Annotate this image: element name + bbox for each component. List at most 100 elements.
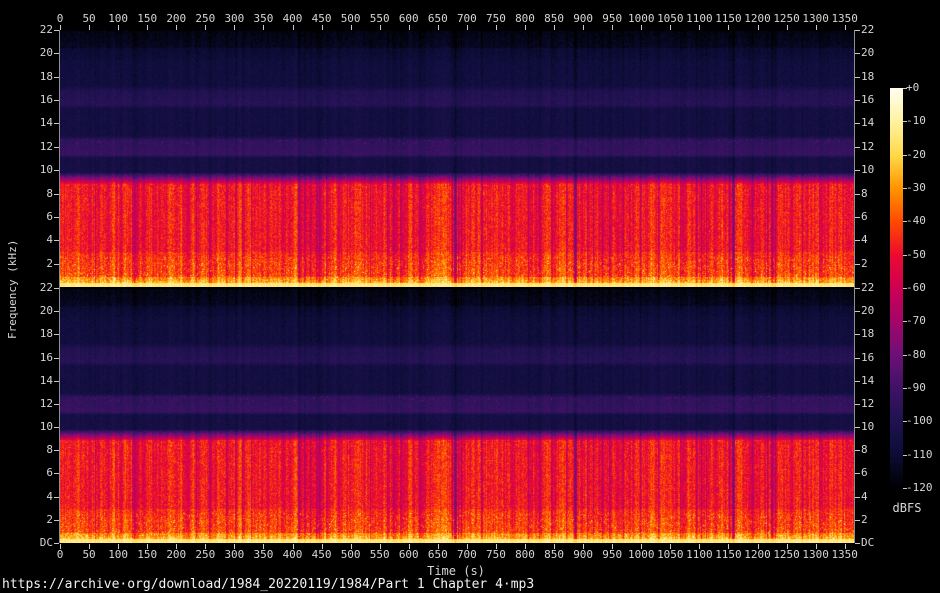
time-axis-tick xyxy=(234,25,236,30)
time-axis-tick xyxy=(437,25,439,30)
freq-tick-label: 6 xyxy=(861,210,868,223)
colorbar-tick xyxy=(903,88,907,89)
colorbar-tick xyxy=(903,255,907,256)
freq-tick-label: 6 xyxy=(861,466,868,479)
time-axis-tick xyxy=(205,25,207,30)
time-axis-tick xyxy=(321,544,323,549)
file-path: https://archive·org/download/1984_202201… xyxy=(2,577,535,592)
time-tick-label: 200 xyxy=(166,12,187,25)
db-tick-label: -20 xyxy=(906,148,926,161)
freq-axis-tick xyxy=(855,358,860,359)
time-tick-label: 550 xyxy=(369,12,390,25)
freq-axis-tick xyxy=(54,334,59,335)
db-tick-label: -60 xyxy=(906,281,926,294)
time-tick-label: 1200 xyxy=(744,548,771,561)
time-tick-label: 1100 xyxy=(686,12,713,25)
time-tick-label: 350 xyxy=(253,548,274,561)
time-tick-label: 500 xyxy=(340,12,361,25)
time-tick-label: 350 xyxy=(253,12,274,25)
freq-axis-tick xyxy=(54,194,59,195)
time-axis-tick xyxy=(292,25,294,30)
time-tick-label: 200 xyxy=(166,548,187,561)
freq-axis-tick xyxy=(54,77,59,78)
colorbar-tick xyxy=(903,355,907,356)
time-tick-label: 1300 xyxy=(802,548,829,561)
freq-axis-tick xyxy=(855,77,860,78)
time-axis-tick xyxy=(495,544,497,549)
time-tick-label: 500 xyxy=(340,548,361,561)
freq-axis-tick xyxy=(54,217,59,218)
db-tick-label: -110 xyxy=(906,448,933,461)
time-axis-tick xyxy=(786,25,788,30)
freq-tick-label: DC xyxy=(861,536,875,549)
time-tick-label: 450 xyxy=(311,12,332,25)
time-tick-label: 150 xyxy=(137,548,158,561)
colorbar-tick xyxy=(903,155,907,156)
db-tick-label: -30 xyxy=(906,181,926,194)
freq-tick-label: 14 xyxy=(861,116,875,129)
spectrogram-channel-1 xyxy=(60,30,854,287)
time-tick-label: 50 xyxy=(82,548,96,561)
db-tick-label: -120 xyxy=(906,481,933,494)
db-tick-label: -90 xyxy=(906,381,926,394)
freq-tick-label: 18 xyxy=(39,327,53,340)
time-axis-tick xyxy=(205,544,207,549)
freq-axis-tick xyxy=(54,288,59,289)
time-axis-tick xyxy=(234,544,236,549)
freq-axis-tick xyxy=(855,147,860,148)
time-axis-tick xyxy=(89,25,91,30)
time-axis-tick xyxy=(583,544,585,549)
freq-tick-label: 6 xyxy=(46,466,53,479)
time-tick-label: 1300 xyxy=(802,12,829,25)
freq-tick-label: DC xyxy=(39,536,53,549)
spectrogram-channel-2 xyxy=(60,288,854,543)
time-axis-tick xyxy=(89,544,91,549)
freq-axis-tick xyxy=(855,240,860,241)
freq-tick-label: 8 xyxy=(46,443,53,456)
time-axis-tick xyxy=(466,25,468,30)
freq-axis-tick xyxy=(855,497,860,498)
freq-axis-tick xyxy=(54,147,59,148)
right-axis-line xyxy=(854,30,855,543)
freq-axis-tick xyxy=(855,288,860,289)
time-tick-label: 400 xyxy=(282,12,303,25)
time-axis-tick xyxy=(728,25,730,30)
freq-tick-label: 8 xyxy=(46,187,53,200)
time-axis-tick xyxy=(699,544,701,549)
frequency-axis-title: Frequency (kHz) xyxy=(6,239,19,339)
freq-tick-label: 8 xyxy=(861,443,868,456)
time-tick-label: 1050 xyxy=(657,12,684,25)
time-tick-label: 850 xyxy=(544,548,564,561)
freq-tick-label: 4 xyxy=(861,233,868,246)
time-tick-label: 950 xyxy=(602,548,623,561)
time-axis-tick xyxy=(350,544,352,549)
time-axis-tick xyxy=(350,25,352,30)
time-axis-tick xyxy=(670,544,672,549)
time-axis-tick xyxy=(583,25,585,30)
freq-axis-tick xyxy=(54,264,59,265)
freq-tick-label: 2 xyxy=(861,257,868,270)
freq-tick-label: 8 xyxy=(861,187,868,200)
freq-tick-label: 20 xyxy=(861,304,875,317)
freq-axis-tick xyxy=(54,427,59,428)
db-tick-label: -10 xyxy=(906,114,926,127)
time-tick-label: 450 xyxy=(311,548,332,561)
freq-axis-tick xyxy=(54,450,59,451)
db-tick-label: +0 xyxy=(906,81,920,94)
freq-axis-tick xyxy=(855,543,860,544)
time-axis-tick xyxy=(641,544,643,549)
colorbar-tick xyxy=(903,455,907,456)
freq-axis-tick xyxy=(855,53,860,54)
db-tick-label: -40 xyxy=(906,214,926,227)
freq-tick-label: 18 xyxy=(861,70,875,83)
freq-tick-label: 10 xyxy=(39,420,53,433)
time-tick-label: 800 xyxy=(515,12,535,25)
freq-tick-label: 4 xyxy=(46,490,53,503)
freq-tick-label: 22 xyxy=(39,23,53,36)
colorbar-tick xyxy=(903,121,907,122)
freq-axis-tick xyxy=(54,543,59,544)
time-tick-label: 250 xyxy=(195,12,216,25)
time-tick-label: 550 xyxy=(369,548,390,561)
freq-axis-tick xyxy=(855,194,860,195)
